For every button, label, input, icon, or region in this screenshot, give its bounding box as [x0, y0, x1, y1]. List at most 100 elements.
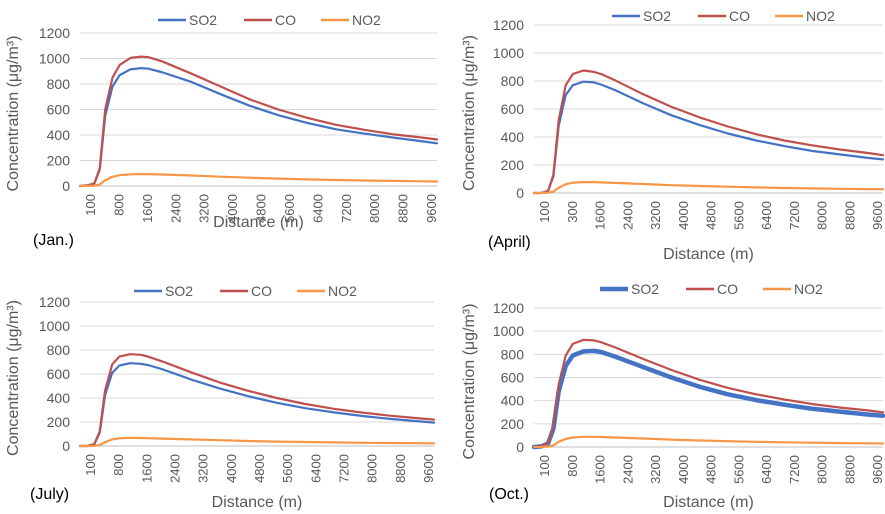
x-tick-label: 5600 [731, 455, 746, 484]
y-tick-label: 800 [47, 342, 71, 358]
series-line-so2 [78, 67, 439, 188]
chart-panel-2: 0 200 400 600 800 1000 1200 100 800 1600 2400 3200 4… [5, 283, 436, 511]
x-tick-label: 800 [565, 455, 580, 477]
y-axis-title: Concentration (μg/m³) [461, 304, 478, 460]
panel-label-july: (July) [30, 486, 70, 503]
x-tick-label: 4000 [676, 201, 691, 230]
y-tick-label: 1000 [493, 45, 524, 61]
series-line-so2 [531, 348, 885, 450]
x-tick-label: 3200 [196, 454, 211, 483]
x-tick-label: 3200 [648, 201, 663, 230]
x-tick-label: 5600 [280, 454, 295, 483]
y-tick-label: 1200 [39, 294, 70, 310]
x-tick-label: 2400 [620, 455, 635, 484]
legend-label-so2: SO2 [189, 12, 217, 28]
x-tick-label: 4800 [252, 454, 267, 483]
x-tick-label: 4000 [224, 454, 239, 483]
legend-label-no2: NO2 [352, 12, 381, 28]
x-tick-label: 2400 [620, 201, 635, 230]
x-tick-label: 6400 [310, 194, 325, 223]
x-tick-label: 8800 [842, 201, 857, 230]
y-tick-label: 800 [47, 76, 71, 92]
series-line-co [78, 55, 439, 188]
x-tick-label: 100 [83, 194, 98, 216]
y-tick-label: 200 [47, 414, 71, 430]
y-tick-label: 600 [501, 370, 525, 386]
x-axis-title: Distance (m) [663, 246, 754, 263]
legend-label-co: CO [275, 12, 296, 28]
y-tick-label: 400 [47, 390, 71, 406]
x-tick-label: 9600 [421, 454, 436, 483]
y-tick-label: 1000 [493, 323, 524, 339]
y-tick-label: 0 [62, 438, 70, 454]
x-tick-label: 9600 [870, 201, 885, 230]
y-tick-label: 600 [47, 366, 71, 382]
chart-panel-0: 0 200 400 600 800 1000 1200 100 800 1600 2400 3200 4… [5, 12, 439, 231]
chart-panel-1: 0 200 400 600 800 1000 1200 100 300 1600 2400 3200 4… [461, 8, 885, 263]
y-tick-label: 600 [47, 102, 71, 118]
y-tick-label: 200 [501, 157, 525, 173]
x-axis-title: Distance (m) [213, 214, 304, 231]
x-tick-label: 300 [565, 201, 580, 223]
y-tick-label: 200 [47, 153, 71, 169]
x-tick-label: 6400 [308, 454, 323, 483]
x-tick-label: 7200 [339, 194, 354, 223]
x-tick-label: 4000 [676, 455, 691, 484]
x-tick-label: 7200 [337, 454, 352, 483]
y-tick-label: 1200 [493, 17, 524, 33]
x-axis-title: Distance (m) [663, 494, 754, 511]
legend-label-no2: NO2 [328, 283, 357, 299]
x-tick-label: 5600 [282, 194, 297, 223]
series-line-co [78, 353, 436, 448]
x-tick-label: 3200 [197, 194, 212, 223]
y-tick-label: 1000 [39, 318, 70, 334]
y-tick-label: 400 [501, 393, 525, 409]
y-axis-title: Concentration (μg/m³) [5, 300, 22, 456]
x-tick-label: 100 [537, 201, 552, 223]
y-tick-label: 0 [62, 178, 70, 194]
x-tick-label: 1600 [593, 201, 608, 230]
x-tick-label: 8000 [815, 201, 830, 230]
x-tick-label: 6400 [759, 201, 774, 230]
x-tick-label: 8000 [367, 194, 382, 223]
legend-label-co: CO [717, 281, 738, 297]
x-tick-label: 9600 [870, 455, 885, 484]
x-tick-label: 7200 [787, 455, 802, 484]
x-tick-label: 800 [111, 454, 126, 476]
x-tick-label: 100 [83, 454, 98, 476]
legend-label-co: CO [251, 283, 272, 299]
y-tick-label: 400 [47, 127, 71, 143]
x-tick-label: 1600 [593, 455, 608, 484]
x-tick-label: 8800 [842, 455, 857, 484]
legend-label-co: CO [729, 8, 750, 24]
y-tick-label: 0 [516, 439, 524, 455]
panel-label-april: (April) [488, 234, 531, 251]
x-tick-label: 2400 [168, 194, 183, 223]
x-tick-label: 4800 [704, 201, 719, 230]
x-tick-label: 8000 [365, 454, 380, 483]
x-tick-label: 2400 [168, 454, 183, 483]
y-tick-label: 400 [501, 129, 525, 145]
x-tick-label: 4000 [225, 194, 240, 223]
y-tick-label: 800 [501, 73, 525, 89]
panel-label-jan: (Jan.) [33, 232, 74, 249]
legend-label-no2: NO2 [806, 8, 835, 24]
legend-label-so2: SO2 [631, 281, 659, 297]
legend-label-so2: SO2 [165, 283, 193, 299]
panel-label-oct: (Oct.) [489, 486, 529, 503]
y-tick-label: 200 [501, 416, 525, 432]
y-tick-label: 0 [516, 185, 524, 201]
y-axis-title: Concentration (μg/m³) [461, 35, 478, 191]
x-tick-label: 8800 [393, 454, 408, 483]
x-tick-label: 7200 [787, 201, 802, 230]
x-tick-label: 8800 [396, 194, 411, 223]
series-line-co [532, 338, 885, 449]
x-tick-label: 9600 [424, 194, 439, 223]
x-tick-label: 8000 [815, 455, 830, 484]
x-tick-label: 800 [111, 194, 126, 216]
chart-panel-3: 0 200 400 600 800 1000 1200 100 800 1600 2400 3200 4… [461, 281, 885, 511]
legend-label-no2: NO2 [794, 281, 823, 297]
x-tick-label: 1600 [139, 454, 154, 483]
x-tick-label: 4800 [254, 194, 269, 223]
